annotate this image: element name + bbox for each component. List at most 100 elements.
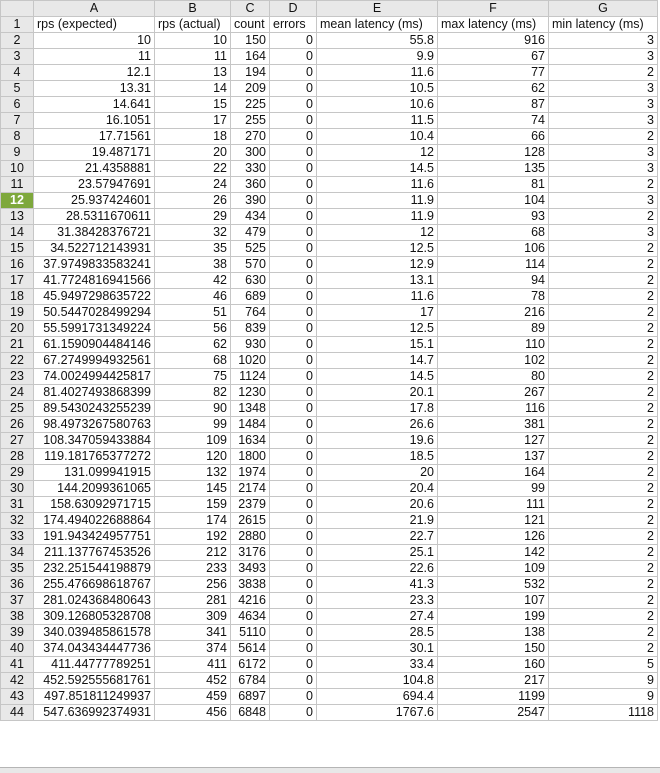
- cell[interactable]: 35: [154, 240, 231, 257]
- cell[interactable]: 110: [437, 336, 549, 353]
- cell[interactable]: 6784: [230, 672, 270, 689]
- cell[interactable]: 2: [548, 320, 658, 337]
- cell[interactable]: max latency (ms): [437, 16, 549, 33]
- cell[interactable]: 10: [33, 32, 155, 49]
- cell[interactable]: 381: [437, 416, 549, 433]
- row-header[interactable]: 16: [0, 256, 34, 273]
- cell[interactable]: 12.9: [316, 256, 438, 273]
- cell[interactable]: 1974: [230, 464, 270, 481]
- cell[interactable]: 61.1590904484146: [33, 336, 155, 353]
- cell[interactable]: 131.099941915: [33, 464, 155, 481]
- row-header[interactable]: 32: [0, 512, 34, 529]
- row-header[interactable]: 34: [0, 544, 34, 561]
- cell[interactable]: 0: [269, 208, 317, 225]
- cell[interactable]: 81: [437, 176, 549, 193]
- cell[interactable]: 14.641: [33, 96, 155, 113]
- cell[interactable]: 2: [548, 432, 658, 449]
- cell[interactable]: 11.6: [316, 176, 438, 193]
- cell[interactable]: 1484: [230, 416, 270, 433]
- cell[interactable]: 107: [437, 592, 549, 609]
- cell[interactable]: 2: [548, 560, 658, 577]
- cell[interactable]: 9.9: [316, 48, 438, 65]
- cell[interactable]: mean latency (ms): [316, 16, 438, 33]
- cell[interactable]: 106: [437, 240, 549, 257]
- cell[interactable]: 300: [230, 144, 270, 161]
- cell[interactable]: 12.5: [316, 320, 438, 337]
- cell[interactable]: 0: [269, 512, 317, 529]
- cell[interactable]: 630: [230, 272, 270, 289]
- cell[interactable]: 93: [437, 208, 549, 225]
- cell[interactable]: 281.024368480643: [33, 592, 155, 609]
- cell[interactable]: 1767.6: [316, 704, 438, 721]
- cell[interactable]: 0: [269, 560, 317, 577]
- cell[interactable]: 23.3: [316, 592, 438, 609]
- cell[interactable]: 2: [548, 176, 658, 193]
- cell[interactable]: 0: [269, 320, 317, 337]
- cell[interactable]: 4634: [230, 608, 270, 625]
- cell[interactable]: 108.347059433884: [33, 432, 155, 449]
- cell[interactable]: 17.8: [316, 400, 438, 417]
- cell[interactable]: 21.4358881: [33, 160, 155, 177]
- cell[interactable]: 2: [548, 416, 658, 433]
- cell[interactable]: 281: [154, 592, 231, 609]
- cell[interactable]: 62: [154, 336, 231, 353]
- cell[interactable]: 145: [154, 480, 231, 497]
- cell[interactable]: 2: [548, 400, 658, 417]
- row-header[interactable]: 8: [0, 128, 34, 145]
- cell[interactable]: 1348: [230, 400, 270, 417]
- cell[interactable]: 570: [230, 256, 270, 273]
- cell[interactable]: 0: [269, 160, 317, 177]
- row-header[interactable]: 7: [0, 112, 34, 129]
- cell[interactable]: 225: [230, 96, 270, 113]
- cell[interactable]: 164: [230, 48, 270, 65]
- cell[interactable]: 55.8: [316, 32, 438, 49]
- cell[interactable]: 25.937424601: [33, 192, 155, 209]
- cell[interactable]: 15: [154, 96, 231, 113]
- cell[interactable]: 3: [548, 80, 658, 97]
- cell[interactable]: 3: [548, 144, 658, 161]
- cell[interactable]: 3: [548, 192, 658, 209]
- row-header[interactable]: 13: [0, 208, 34, 225]
- row-header[interactable]: 31: [0, 496, 34, 513]
- cell[interactable]: 6897: [230, 688, 270, 705]
- cell[interactable]: 2: [548, 208, 658, 225]
- cell[interactable]: 10.6: [316, 96, 438, 113]
- cell[interactable]: 78: [437, 288, 549, 305]
- cell[interactable]: 255.476698618767: [33, 576, 155, 593]
- row-header[interactable]: 29: [0, 464, 34, 481]
- cell[interactable]: 11.9: [316, 208, 438, 225]
- cell[interactable]: 0: [269, 144, 317, 161]
- cell[interactable]: 160: [437, 656, 549, 673]
- cell[interactable]: 340.039485861578: [33, 624, 155, 641]
- cell[interactable]: 6848: [230, 704, 270, 721]
- cell[interactable]: 2: [548, 608, 658, 625]
- cell[interactable]: 150: [437, 640, 549, 657]
- cell[interactable]: 6172: [230, 656, 270, 673]
- cell[interactable]: 217: [437, 672, 549, 689]
- cell[interactable]: 102: [437, 352, 549, 369]
- cell[interactable]: 341: [154, 624, 231, 641]
- cell[interactable]: 13.1: [316, 272, 438, 289]
- cell[interactable]: 120: [154, 448, 231, 465]
- cell[interactable]: 0: [269, 480, 317, 497]
- cell[interactable]: 452: [154, 672, 231, 689]
- cell[interactable]: 32: [154, 224, 231, 241]
- cell[interactable]: 12: [316, 144, 438, 161]
- cell[interactable]: min latency (ms): [548, 16, 658, 33]
- row-header[interactable]: 11: [0, 176, 34, 193]
- cell[interactable]: 41.7724816941566: [33, 272, 155, 289]
- cell[interactable]: 0: [269, 352, 317, 369]
- cell[interactable]: 31.38428376721: [33, 224, 155, 241]
- cell[interactable]: 5614: [230, 640, 270, 657]
- cell[interactable]: 1800: [230, 448, 270, 465]
- cell[interactable]: 12: [316, 224, 438, 241]
- cell[interactable]: 0: [269, 544, 317, 561]
- cell[interactable]: 14.7: [316, 352, 438, 369]
- cell[interactable]: 25.1: [316, 544, 438, 561]
- cell[interactable]: 128: [437, 144, 549, 161]
- row-header[interactable]: 20: [0, 320, 34, 337]
- cell[interactable]: 82: [154, 384, 231, 401]
- cell[interactable]: 839: [230, 320, 270, 337]
- cell[interactable]: 0: [269, 304, 317, 321]
- cell[interactable]: count: [230, 16, 270, 33]
